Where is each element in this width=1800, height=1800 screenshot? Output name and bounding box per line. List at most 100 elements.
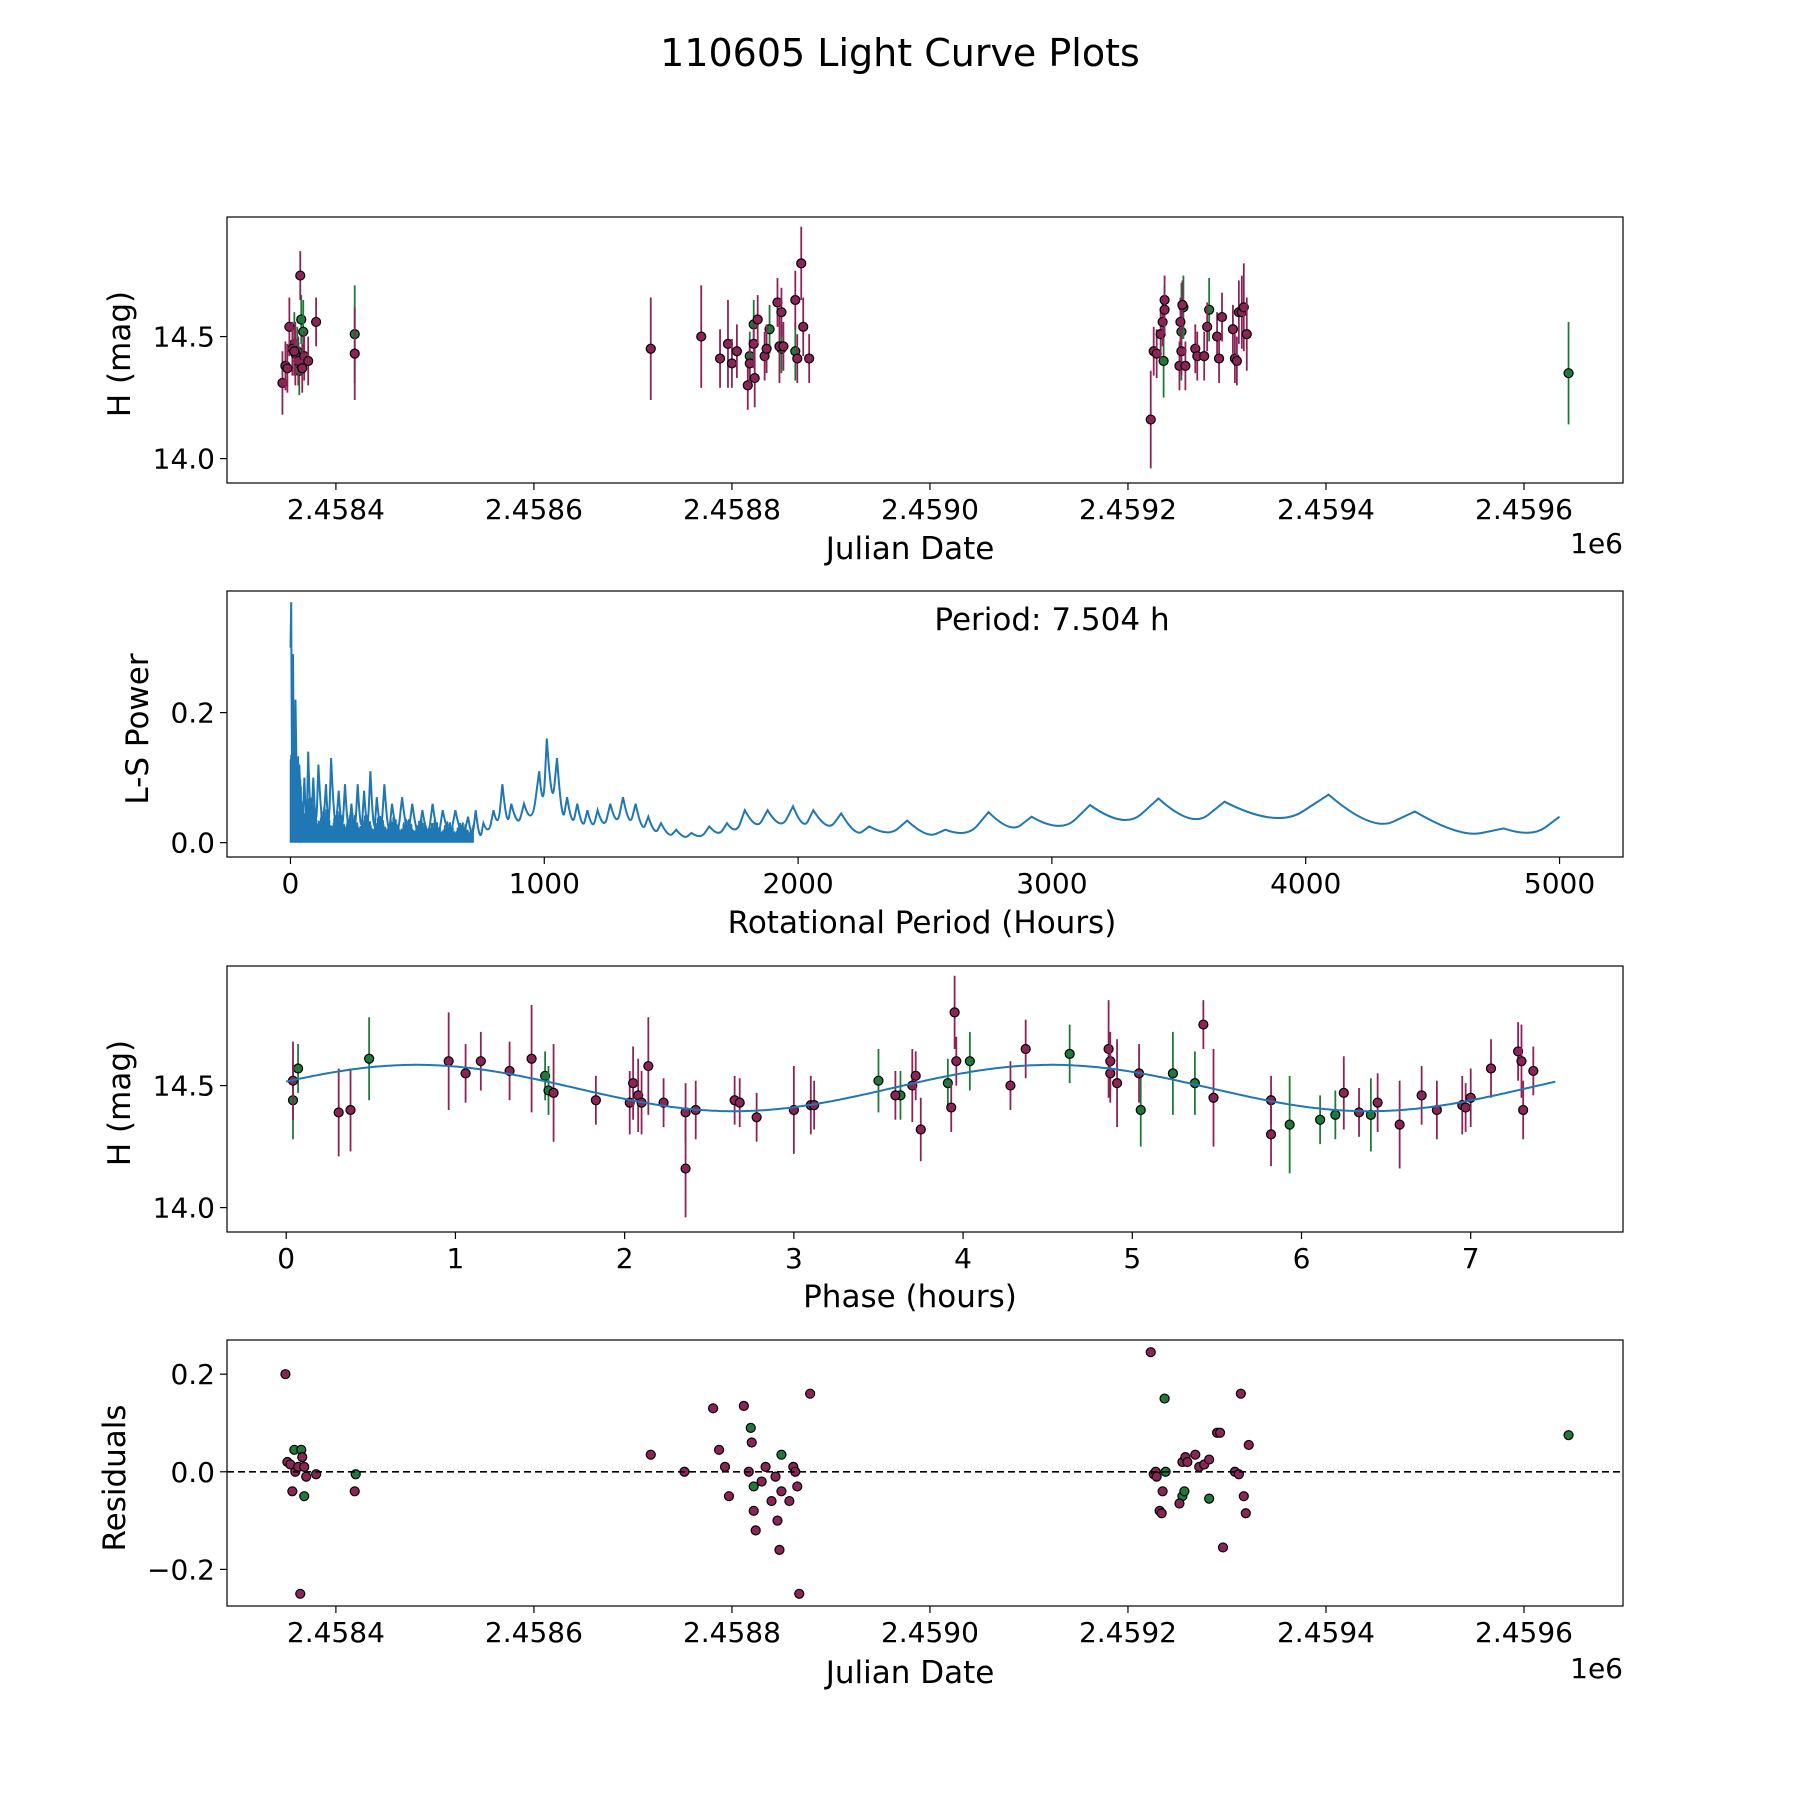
panel4-data-point [776, 1486, 787, 1497]
panel4-data-point [1214, 1427, 1226, 1438]
panel1-data-point [742, 380, 753, 391]
model-fit-curve [285, 1063, 1556, 1113]
panel1-data-point [298, 326, 309, 337]
panel1-xtick-label: 2.4588 [683, 493, 781, 526]
panel4-data-point [1238, 1491, 1249, 1502]
panel1-data-point [1180, 360, 1191, 371]
panel3-data-point [915, 1124, 926, 1135]
panel4-data-point [794, 1588, 805, 1599]
period-annotation: Period: 7.504 h [934, 602, 1169, 638]
panel4-data-point [297, 1452, 308, 1463]
panel1-data-point [798, 321, 809, 332]
panel4-data-point [1182, 1456, 1193, 1468]
panel1-ytick-label: 14.0 [153, 443, 215, 476]
panel3-xtick-label: 5 [1123, 1242, 1141, 1275]
panel3-data-point [951, 1056, 962, 1067]
panel4-data-point [770, 1471, 781, 1482]
panel1-data-point [714, 353, 726, 364]
panel3-xtick-label: 6 [1293, 1242, 1311, 1275]
panel1-data-point [761, 343, 772, 354]
panel4-data-point [805, 1388, 816, 1399]
panel4-xtick-label: 2.4596 [1475, 1616, 1573, 1649]
panel3-xtick-label: 4 [954, 1242, 972, 1275]
panel4-data-point [1204, 1493, 1215, 1504]
panel4-ytick-label: −0.2 [147, 1553, 215, 1586]
panel3-data-point [333, 1107, 344, 1118]
panel3-data-point [949, 1007, 960, 1018]
panel3-data-point [1111, 1078, 1123, 1089]
panel1-data-point [778, 341, 789, 352]
panel3-data-point [1518, 1104, 1529, 1116]
panel4-data-point [772, 1515, 783, 1526]
panel4-data-point [713, 1444, 725, 1455]
panel3-data-point [1516, 1056, 1527, 1067]
panel4-data-point [1243, 1439, 1254, 1451]
panel1-data-point [295, 270, 306, 281]
panel2-xtick-label: 0 [282, 867, 300, 900]
residuals-panel: Julian Date Residuals 1e6 2.4584 2.4586 2.… [97, 1339, 1624, 1691]
panel3-data-point [964, 1056, 975, 1067]
panel4-xtick-label: 2.4594 [1277, 1616, 1375, 1649]
panel4-xtick-label: 2.4584 [287, 1616, 385, 1649]
panel3-xtick-label: 2 [616, 1242, 634, 1275]
panel4-data-point [299, 1491, 310, 1502]
panel2-xtick-label: 5000 [1524, 867, 1595, 900]
panel3-data-point [292, 1063, 304, 1074]
panel4-data-point [748, 1481, 759, 1492]
panel3-data-point [680, 1163, 691, 1174]
panel4-ytick-label: 0.0 [170, 1456, 215, 1489]
panel4-data-point [746, 1437, 757, 1448]
panel4-data-point [645, 1449, 656, 1460]
panel2-plot-frame [226, 590, 1624, 858]
periodogram-panel: Rotational Period (Hours) L-S Power Peri… [120, 590, 1624, 941]
panel2-xtick-label: 4000 [1270, 867, 1341, 900]
panel2-xlabel: Rotational Period (Hours) [728, 905, 1117, 941]
panel1-data-point [726, 358, 738, 369]
panel4-data-point [1157, 1486, 1168, 1497]
panel3-data-point [910, 1070, 921, 1081]
panel1-ylabel: H (mag) [102, 291, 138, 417]
panel1-data-point [696, 331, 707, 342]
panel3-xlabel: Phase (hours) [803, 1279, 1017, 1315]
panel2-ylabel: L-S Power [120, 653, 156, 804]
panel4-data-point [738, 1400, 749, 1411]
panel1-data-point [1202, 321, 1213, 332]
panel3-data-point [460, 1068, 471, 1079]
panel3-xtick-label: 3 [785, 1242, 803, 1275]
panel2-xtick-label: 3000 [1016, 867, 1087, 900]
panel1-xtick-label: 2.4586 [485, 493, 583, 526]
panel4-data-point [287, 1486, 298, 1497]
panel4-data-point [784, 1495, 795, 1507]
panel1-xtick-label: 2.4592 [1079, 493, 1177, 526]
panel4-xtick-label: 2.4588 [683, 1616, 781, 1649]
panel1-data-point [296, 314, 307, 325]
panel3-data-point [1208, 1092, 1219, 1103]
panel4-data-point [756, 1476, 767, 1487]
panel3-ylabel: H (mag) [102, 1040, 138, 1166]
panel4-data-point [1190, 1449, 1201, 1460]
panel2-ytick-label: 0.2 [170, 697, 215, 730]
panel1-xtick-label: 2.4584 [287, 493, 385, 526]
panel4-data-point [766, 1495, 777, 1507]
panel1-data-point [297, 363, 308, 374]
panel3-ytick-label: 14.5 [153, 1070, 215, 1103]
panel1-data-point [349, 348, 360, 359]
panel1-data-point [1204, 304, 1215, 315]
panel3-data-point [1372, 1097, 1383, 1108]
panel1-data-point [645, 343, 656, 354]
panel4-offset-label: 1e6 [1570, 1652, 1623, 1685]
panel3-data-point [1394, 1119, 1405, 1130]
panel3-data-point [1512, 1046, 1524, 1057]
panel1-data-point [776, 307, 787, 318]
panel4-data-point [774, 1544, 785, 1555]
panel3-data-point [1064, 1048, 1075, 1059]
panel1-data-point [804, 353, 815, 364]
panel1-data-point [1241, 329, 1252, 340]
panel1-data-point [1177, 299, 1188, 310]
panel1-data-point [731, 346, 742, 357]
panel3-data-point [890, 1090, 901, 1101]
panel1-data-point [1159, 304, 1170, 315]
panel3-data-point [548, 1087, 559, 1098]
panel1-data-point [1158, 355, 1169, 367]
